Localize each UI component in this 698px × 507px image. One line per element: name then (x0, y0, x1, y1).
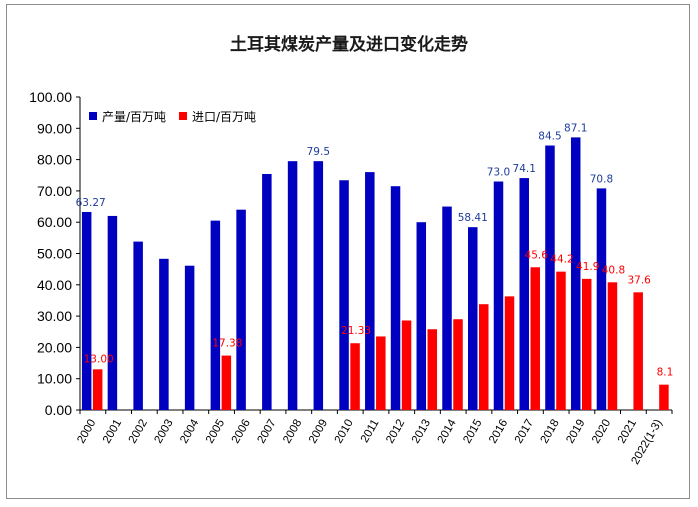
data-labels: 63.27 13.00 17.38 79.5 21.33 58.41 73.0 74.1 45.… (76, 122, 674, 378)
import-bar (581, 278, 592, 410)
x-tick-label: 2015 (461, 418, 484, 446)
import-bar (401, 320, 412, 410)
production-bar (262, 173, 272, 410)
x-tick-label: 2019 (564, 418, 587, 446)
production-bar (210, 220, 221, 410)
import-bar (633, 292, 643, 410)
production-bar (596, 188, 607, 410)
production-bar (81, 211, 92, 410)
import-data-label: 41.9 (576, 261, 599, 273)
x-tick-label: 2021 (616, 418, 639, 446)
legend: 产量/百万吨 进口/百万吨 (89, 110, 256, 124)
legend-swatch (179, 112, 187, 120)
legend-label: 进口/百万吨 (192, 110, 256, 124)
import-bar (350, 343, 360, 410)
import-data-label: 45.6 (525, 249, 549, 261)
x-tick-label: 2007 (255, 418, 278, 446)
production-data-label: 70.8 (590, 173, 613, 185)
x-tick-label: 2000 (75, 418, 98, 446)
y-tick-label: 60.00 (37, 214, 72, 230)
import-data-label: 8.1 (657, 367, 674, 379)
production-bar (390, 186, 401, 410)
chart-title: 土耳其煤炭产量及进口变化走势 (230, 35, 468, 55)
import-data-label: 37.6 (627, 274, 651, 286)
x-tick-labels: 2000 2001 2002 2003 2004 2005 2006 2007 2008 2009… (75, 417, 665, 467)
x-tick-label: 2018 (539, 418, 562, 446)
production-bar (133, 241, 143, 410)
x-tick-label: 2006 (230, 418, 253, 446)
production-data-label: 74.1 (513, 163, 536, 175)
y-tick-label: 0.00 (45, 402, 72, 418)
y-tick-label: 20.00 (37, 339, 72, 355)
import-bar (453, 319, 463, 410)
production-data-label: 58.41 (458, 212, 488, 224)
x-tick-label: 2003 (152, 418, 175, 446)
import-data-label: 13.00 (84, 353, 114, 365)
x-tick-label: 2014 (436, 417, 459, 446)
import-bar (504, 296, 515, 410)
production-bar (468, 227, 478, 410)
production-bar (416, 222, 427, 410)
production-bar (313, 161, 324, 410)
x-tick-label: 2002 (127, 418, 150, 446)
y-tick-label: 10.00 (37, 371, 72, 387)
axes: 0.00 10.00 20.00 30.00 40.00 50.00 60.00 70.00 8… (29, 89, 673, 418)
x-tick-label: 2005 (204, 418, 227, 446)
import-bar (92, 369, 103, 410)
import-data-label: 21.33 (341, 325, 371, 337)
import-bar (427, 329, 438, 410)
production-bar (570, 137, 581, 410)
x-tick-label: 2008 (281, 418, 304, 446)
import-bar (659, 384, 669, 410)
production-bar (545, 145, 555, 410)
x-tick-label: 2009 (307, 418, 330, 446)
production-bar (107, 215, 118, 410)
import-data-label: 44.2 (550, 254, 573, 266)
production-bar (236, 209, 246, 410)
y-tick-label: 70.00 (37, 183, 72, 199)
production-bar (493, 181, 504, 410)
x-tick-label: 2010 (333, 418, 356, 446)
y-tick-label: 40.00 (37, 277, 72, 293)
production-bar (365, 172, 375, 410)
production-data-label: 63.27 (76, 197, 106, 209)
import-bar (376, 336, 386, 410)
x-tick-label: 2016 (487, 418, 510, 446)
production-bar (159, 258, 169, 410)
production-bar (287, 161, 298, 410)
x-tick-label: 2004 (178, 417, 201, 446)
production-bar (442, 206, 452, 410)
x-tick-label: 2013 (410, 418, 433, 446)
production-data-label: 84.5 (538, 131, 561, 143)
legend-swatch (89, 112, 97, 120)
production-bar (519, 178, 529, 410)
production-bar (339, 180, 349, 410)
import-bar (530, 267, 540, 410)
x-tick-label: 2017 (513, 418, 536, 446)
x-tick-label: 2012 (384, 418, 407, 446)
x-tick-label: 2011 (359, 418, 382, 445)
x-tick-label: 2020 (590, 418, 613, 446)
y-tick-label: 90.00 (37, 120, 72, 136)
y-tick-label: 100.00 (29, 89, 72, 105)
import-data-label: 40.8 (602, 264, 625, 276)
import-bar (607, 282, 618, 410)
import-bar (479, 304, 489, 410)
bars (81, 137, 669, 410)
y-tick-label: 30.00 (37, 308, 72, 324)
legend-label: 产量/百万吨 (102, 110, 166, 124)
y-tick-label: 80.00 (37, 152, 72, 168)
production-data-label: 87.1 (564, 122, 587, 134)
import-bar (556, 271, 566, 410)
import-bar (221, 355, 232, 410)
x-tick-label: 2001 (101, 418, 124, 446)
production-data-label: 73.0 (487, 167, 510, 179)
production-bar (184, 265, 195, 410)
y-tick-label: 50.00 (37, 246, 72, 262)
production-data-label: 79.5 (307, 146, 330, 158)
import-data-label: 17.38 (212, 338, 242, 350)
